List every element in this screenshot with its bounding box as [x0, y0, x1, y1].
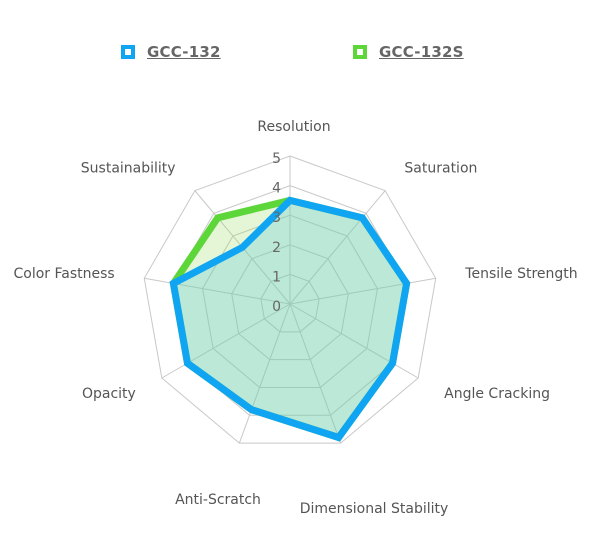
- grid-spoke-3: [289, 303, 419, 379]
- axis-label-saturation: Saturation: [404, 161, 477, 177]
- grid-ring-5: [143, 155, 437, 444]
- legend-label-gcc-132: GCC-132: [147, 43, 221, 61]
- axis-label-resolution: Resolution: [257, 119, 330, 135]
- grid-spoke-6: [161, 303, 291, 379]
- tick-label-3: 3: [272, 210, 281, 226]
- grid-ring-1: [260, 273, 320, 333]
- axis-label-color-fastness: Color Fastness: [13, 266, 114, 282]
- legend-swatch-gcc-132: [121, 45, 135, 59]
- axis-label-opacity: Opacity: [82, 386, 136, 402]
- tick-label-1: 1: [272, 269, 281, 285]
- tick-label-4: 4: [272, 181, 281, 197]
- legend-item-gcc-132[interactable]: GCC-132: [121, 43, 221, 61]
- legend: GCC-132 GCC-132S: [0, 43, 608, 69]
- series-line-1: [169, 196, 411, 442]
- tick-label-0: 0: [272, 299, 281, 315]
- tick-label-2: 2: [272, 240, 281, 256]
- axis-label-dimensional-stability: Dimensional Stability: [300, 501, 449, 517]
- axis-label-anti-scratch: Anti-Scratch: [175, 492, 261, 508]
- grid-spoke-2: [289, 277, 436, 305]
- legend-swatch-gcc-132s: [353, 45, 367, 59]
- series-area-1: [173, 200, 407, 438]
- grid-ring-2: [231, 244, 349, 361]
- tick-label-5: 5: [272, 151, 281, 167]
- axis-label-sustainability: Sustainability: [81, 161, 176, 177]
- grid-spoke-4: [289, 303, 342, 444]
- legend-item-gcc-132s[interactable]: GCC-132S: [353, 43, 464, 61]
- legend-label-gcc-132s: GCC-132S: [379, 43, 464, 61]
- series-area-0: [173, 200, 407, 438]
- axis-label-tensile-strength: Tensile Strength: [464, 266, 577, 282]
- grid-spoke-1: [289, 190, 386, 305]
- grid-spoke-5: [238, 303, 291, 444]
- axis-label-angle-cracking: Angle Cracking: [444, 386, 550, 402]
- grid-spoke-7: [144, 277, 291, 305]
